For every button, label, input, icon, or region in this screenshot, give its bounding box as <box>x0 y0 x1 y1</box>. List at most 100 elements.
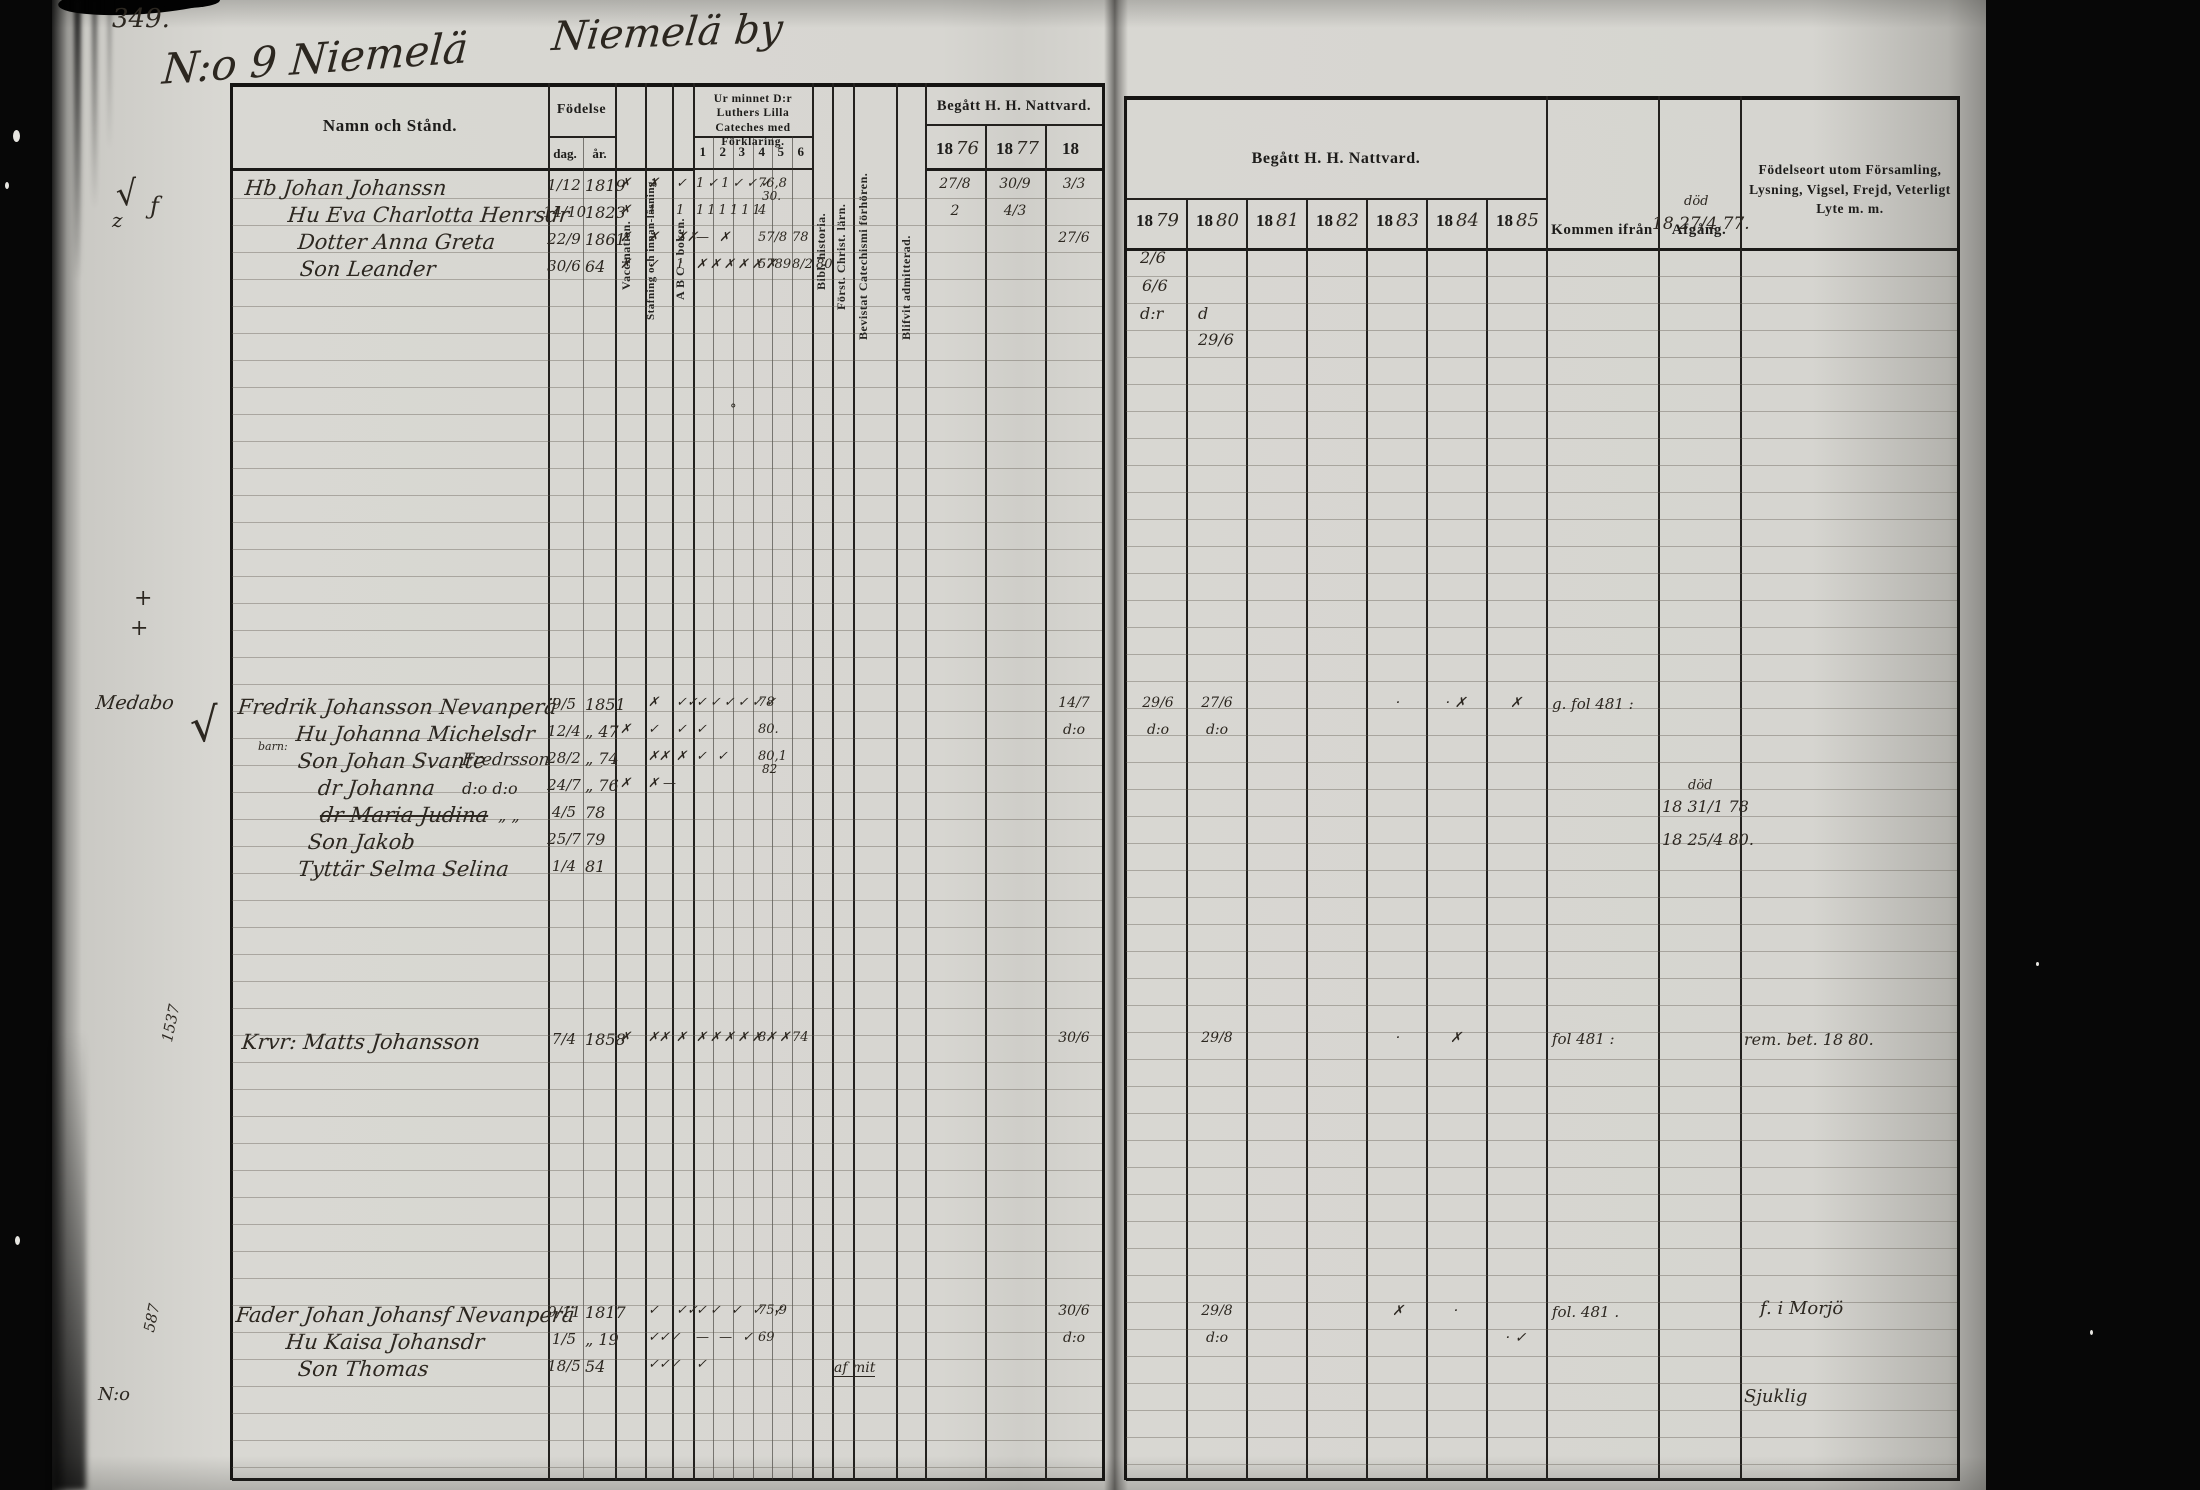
rule <box>1126 198 1546 200</box>
communion-right-mark: d <box>1198 304 1209 323</box>
birth-year-cell: „ 76 <box>585 776 619 795</box>
col-header-catechism: Ur minnet D:r Luthers Lilla Cateches med… <box>713 93 793 149</box>
communion-1880-cell: d:o <box>1205 1330 1229 1346</box>
birth-year-cell: „ 47 <box>585 722 619 741</box>
year-cell-1879: 18 79 <box>1136 210 1179 231</box>
communion-right-mark: d:r <box>1140 304 1164 323</box>
catechism-marks-cell: ✓ <box>696 722 710 737</box>
rule <box>1045 124 1047 1480</box>
name-cell: Son Johan Svante <box>296 749 487 773</box>
communion-1884-cell: ✗ <box>1450 1030 1462 1046</box>
name-cell: Fredrik Johansson Nevanperä <box>236 695 559 719</box>
name-cell: Hu Kaisa Johansdr <box>284 1330 486 1354</box>
catechism-marks-cell: 111111 <box>696 203 764 218</box>
abc-cell: ✓✓ <box>676 1303 698 1318</box>
communion-1880-cell: d:o <box>1205 722 1229 738</box>
name-cell: Son Thomas <box>296 1357 430 1381</box>
abc-cell: ✗✗ <box>676 230 698 245</box>
vaccination-cell: ✗ <box>620 722 631 737</box>
rule <box>985 124 987 1480</box>
col-header-birth-day: dag. <box>553 146 577 161</box>
table-row: Son Leander 30/6 64 ✗ ✓ 1 ✗✗✗✗✗✗ 5789 8/… <box>0 257 2200 284</box>
birth-day-cell: 1/4 <box>551 857 577 875</box>
col-header-communion-right: Begått H. H. Nattvard. <box>1251 150 1421 167</box>
rule <box>1126 248 1960 251</box>
table-row: Son Johan Svante 28/2 „ 74 ✗✗ ✗ ✓ ✓ 80,1… <box>0 749 2200 776</box>
catechism-col-4: 4 <box>758 144 766 159</box>
margin-mark: ƒ <box>150 192 159 220</box>
underlined-note: af mit <box>834 1360 876 1377</box>
margin-check: √ <box>187 696 222 754</box>
catechism-col-6: 6 <box>797 144 805 159</box>
col-header-communion-left: Begått H. H. Nattvard. <box>936 98 1092 114</box>
col-header-birth-year: år. <box>592 146 607 161</box>
dust-speck <box>15 1236 20 1245</box>
birth-day-cell: 9/5 <box>551 695 577 713</box>
communion-1877-cell: 4/3 <box>1003 203 1027 219</box>
table-row: Hu Eva Charlotta Henrsdr 14/10 1823 ✗ 1 … <box>0 203 2200 230</box>
departure-note-dead: död <box>1684 194 1709 209</box>
christ-cell: 75,9 <box>758 1303 787 1318</box>
birth-day-cell: 18/5 <box>547 1357 581 1375</box>
name-cell: Hu Eva Charlotta Henrsdr <box>286 203 571 227</box>
attended-cell: 74 <box>792 1030 809 1045</box>
margin-mark: z <box>112 208 123 232</box>
birth-day-cell: 14/10 <box>543 203 587 221</box>
year-cell-1880: 18 80 <box>1196 210 1239 231</box>
name-cell: Dotter Anna Greta <box>296 230 497 254</box>
rule <box>925 83 927 1480</box>
catechism-marks-cell: ✗✗✗✗✗✗✗ <box>696 1030 794 1045</box>
birthplace-note: f. i Morjö <box>1760 1298 1844 1319</box>
birth-year-cell: 1858 <box>585 1030 626 1049</box>
year-cell-18: 18 <box>1062 138 1082 159</box>
name-cell: Hu Johanna Michelsdr <box>294 722 537 746</box>
communion-18-cell: 30/6 <box>1058 1030 1090 1046</box>
col-header-birth: Födelse <box>556 102 607 117</box>
name-cell: Krvr: Matts Johansson <box>240 1030 482 1054</box>
communion-18-cell: 30/6 <box>1058 1303 1090 1319</box>
rule <box>1124 96 1127 1480</box>
communion-18-cell: 3/3 <box>1062 176 1086 192</box>
year-handwritten: 76 <box>956 138 979 159</box>
christ-cell-2: 30. <box>762 189 782 203</box>
table-row: Fader Johan Johansf Nevanperä 9/11 1817 … <box>0 1303 2200 1330</box>
communion-1884-cell: · ✗ <box>1445 695 1467 711</box>
year-cell-1876: 18 76 <box>936 138 979 159</box>
birth-day-cell: 1/5 <box>551 1330 577 1348</box>
come-from-cell: fol 481 : <box>1552 1030 1615 1048</box>
birth-year-cell: 81 <box>585 857 606 876</box>
communion-18-cell: 27/6 <box>1058 230 1090 246</box>
rule <box>1126 1478 1960 1481</box>
col-header-name: Namn och Stånd. <box>322 116 458 135</box>
birth-year-cell: 78 <box>585 803 606 822</box>
col-header-birthplace: Födelseort utom Församling, Lysning, Vig… <box>1749 162 1951 217</box>
christ-cell: 4 <box>758 203 767 218</box>
spelling-cell: ✓ <box>648 1303 659 1318</box>
communion-1880-cell: 29/8 <box>1201 1303 1233 1319</box>
year-handwritten: 82 <box>1336 210 1359 231</box>
birth-day-cell: 1/12 <box>547 176 581 194</box>
communion-1883-cell: ✗ <box>1392 1303 1404 1319</box>
birth-year-cell: „ 74 <box>585 749 619 768</box>
dust-speck <box>5 182 9 189</box>
birth-year-cell: 1851 <box>585 695 626 714</box>
year-cell-1877: 18 77 <box>996 138 1039 159</box>
birth-day-cell: 7/4 <box>551 1030 577 1048</box>
birth-year-cell: 54 <box>585 1357 606 1376</box>
departure-note-dead: död <box>1688 778 1713 793</box>
margin-annotation: Medabo <box>94 692 176 714</box>
scan-shadow-blob <box>150 0 220 8</box>
birth-day-cell: 9/11 <box>547 1303 581 1321</box>
spelling-cell: ✗✗ <box>648 749 670 764</box>
birth-year-cell: 1819 <box>585 176 626 195</box>
catechism-marks-cell: — ✗ <box>696 230 734 245</box>
name-cell: Fader Johan Johansf Nevanperä <box>234 1303 576 1327</box>
rule <box>1246 198 1248 1480</box>
rule <box>693 168 812 170</box>
abc-cell: 1 <box>676 257 685 272</box>
year-cell-1885: 18 85 <box>1496 210 1539 231</box>
table-row: Son Thomas 18/5 54 ✓✓✓ ✓ <box>0 1357 2200 1384</box>
rule <box>753 136 754 1480</box>
rule <box>693 83 695 1480</box>
rule <box>925 168 1105 171</box>
